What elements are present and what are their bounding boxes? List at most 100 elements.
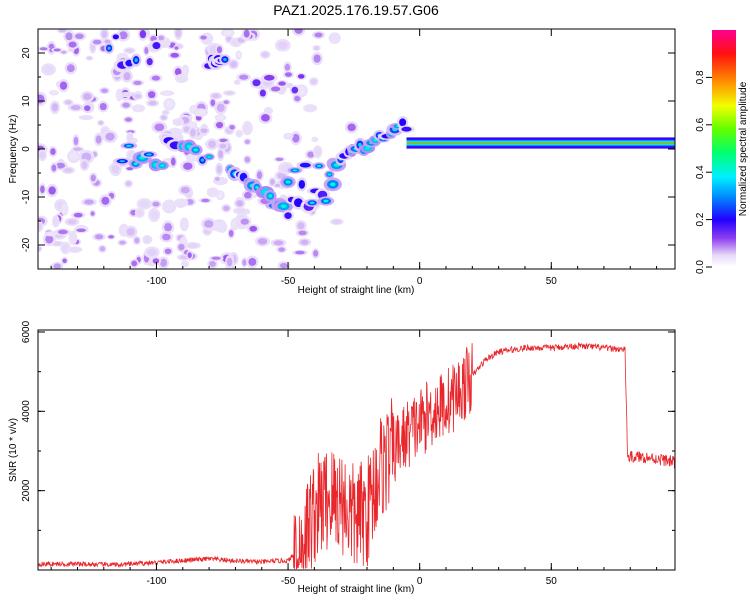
spectrogram-cell bbox=[244, 139, 250, 145]
spectrogram-cell bbox=[295, 250, 305, 255]
spectrogram-cell bbox=[257, 238, 268, 245]
spectrogram-cell bbox=[329, 182, 336, 187]
spectrogram-cell bbox=[215, 177, 220, 181]
spectrogram-cell bbox=[152, 258, 160, 264]
spectrogram-cell bbox=[108, 235, 114, 239]
spectrogram-ytick-label: -10 bbox=[21, 189, 32, 204]
spectrogram-cell bbox=[174, 119, 182, 125]
spectrogram-cell bbox=[52, 241, 62, 246]
spectrogram-cell bbox=[284, 212, 292, 219]
spectrogram-cell bbox=[216, 103, 225, 112]
spectrogram-cell bbox=[300, 239, 309, 245]
spectrogram-cell bbox=[101, 196, 110, 205]
spectrogram-cell bbox=[181, 219, 188, 229]
spectrogram-cell bbox=[294, 198, 303, 208]
spectrogram-cell bbox=[119, 240, 126, 245]
spectrogram-cell bbox=[365, 146, 371, 150]
spectrogram-cell bbox=[244, 191, 252, 199]
spectrogram-cell bbox=[126, 144, 132, 147]
spectrogram-cell bbox=[183, 126, 191, 133]
spectrogram-cell bbox=[50, 91, 58, 95]
spectrogram-cell bbox=[57, 229, 68, 235]
spectrogram-cell bbox=[223, 30, 233, 36]
spectrogram-cell bbox=[209, 189, 217, 196]
spectrogram-cell bbox=[273, 240, 284, 246]
spectrogram-cell bbox=[146, 58, 153, 66]
spectrogram-cell bbox=[62, 205, 67, 214]
spectrogram-cell bbox=[200, 35, 207, 40]
spectrogram-cell bbox=[134, 58, 138, 62]
spectrogram-cell bbox=[314, 147, 321, 156]
spectrogram-cell bbox=[38, 94, 45, 104]
spectrogram-cell bbox=[144, 47, 149, 54]
spectrogram-cell bbox=[38, 246, 41, 251]
spectrogram-cell bbox=[65, 32, 73, 41]
spectrogram-cell bbox=[165, 100, 174, 109]
spectrogram-cell bbox=[73, 147, 82, 151]
spectrogram-cell bbox=[223, 205, 230, 211]
spectrogram-cell bbox=[176, 199, 186, 205]
spectrogram-cell bbox=[278, 247, 285, 252]
spectrogram-cell bbox=[280, 204, 287, 208]
spectrogram-cell bbox=[126, 167, 134, 171]
spectrogram-cell bbox=[310, 78, 317, 85]
spectrogram-cell bbox=[90, 174, 96, 182]
spectrogram-cell bbox=[203, 220, 214, 228]
spectrogram-cell bbox=[312, 137, 317, 142]
spectrogram-cell bbox=[40, 185, 45, 194]
spectrogram-cell bbox=[216, 115, 225, 120]
spectrogram-cell bbox=[292, 169, 298, 172]
spectrogram-cell bbox=[170, 52, 179, 58]
spectrogram-cell bbox=[270, 178, 275, 186]
spectrogram-cell bbox=[235, 80, 240, 84]
spectrogram-cell bbox=[83, 93, 92, 101]
snr-ytick-label: 4000 bbox=[21, 400, 32, 423]
figure-title: PAZ1.2025.176.19.57.G06 bbox=[273, 2, 439, 18]
spectrogram-cell bbox=[94, 234, 104, 240]
spectrogram-cell bbox=[244, 123, 251, 133]
spectrogram-cell bbox=[188, 243, 198, 248]
spectrogram-cell bbox=[152, 201, 160, 207]
spectrogram-cell bbox=[261, 114, 270, 122]
spectrogram-cell bbox=[309, 201, 315, 204]
spectrogram-cell bbox=[59, 81, 68, 90]
spectrogram-ytick-label: 0 bbox=[21, 146, 32, 152]
spectrogram-cell bbox=[219, 138, 228, 143]
spectrogram-cell bbox=[256, 171, 263, 180]
spectrogram-cell bbox=[297, 74, 305, 79]
spectrogram-cell bbox=[252, 79, 261, 87]
spectrogram-cell bbox=[190, 128, 196, 137]
spectrogram-cell bbox=[101, 30, 108, 39]
colorbar-tick-label: 0.2 bbox=[695, 212, 706, 226]
spectrogram-cell bbox=[218, 150, 224, 159]
spectrogram-cell bbox=[43, 65, 54, 74]
spectrogram-cell bbox=[292, 133, 300, 143]
spectrogram-cell bbox=[90, 211, 95, 216]
spectrogram-cell bbox=[39, 151, 46, 159]
spectrogram-cell bbox=[136, 209, 143, 217]
spectrogram-cell bbox=[240, 218, 249, 225]
spectrogram-cell bbox=[265, 108, 272, 114]
spectrogram-cell bbox=[228, 229, 234, 237]
spectrogram-cell bbox=[74, 33, 84, 40]
spectrogram-cell bbox=[146, 153, 152, 156]
spectrogram-cell bbox=[134, 94, 142, 99]
spectrogram-cell bbox=[255, 185, 259, 190]
spectrogram-ylabel: Frequency (Hz) bbox=[8, 115, 19, 184]
spectrogram-cell bbox=[216, 46, 223, 54]
spectrogram-cell bbox=[61, 50, 67, 54]
spectrogram-cell bbox=[235, 208, 246, 213]
spectrogram-xlabel: Height of straight line (km) bbox=[298, 285, 415, 296]
snr-series-line bbox=[38, 342, 675, 570]
spectrogram-cell bbox=[271, 86, 281, 92]
spectrogram-cell bbox=[285, 180, 291, 184]
spectrogram-cell bbox=[182, 67, 188, 75]
spectrogram-ytick-label: -20 bbox=[21, 237, 32, 252]
spectrogram-cell bbox=[274, 183, 281, 188]
spectrogram-cell bbox=[69, 152, 78, 161]
spectrogram-cell bbox=[263, 74, 275, 81]
spectrogram-cell bbox=[154, 123, 165, 132]
spectrogram-cell bbox=[139, 30, 147, 39]
